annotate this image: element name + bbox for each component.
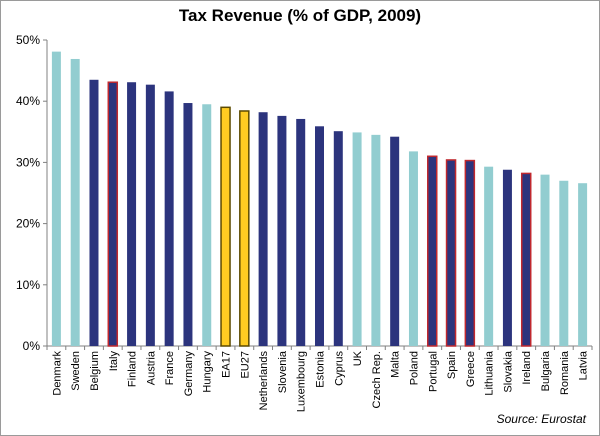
bar-czech-rep- — [371, 134, 381, 346]
y-tick-label: 30% — [16, 155, 40, 169]
bar-estonia — [315, 126, 324, 347]
bar-greece — [464, 159, 476, 347]
x-tick-label: Lithuania — [484, 350, 496, 396]
bar-latvia — [578, 183, 588, 346]
x-tick-label: Estonia — [315, 350, 327, 388]
x-tick-label: UK — [352, 350, 364, 366]
y-tick-label: 40% — [16, 94, 40, 108]
bar-spain — [445, 159, 457, 347]
x-tick-label: Cyprus — [333, 351, 345, 386]
x-tick-label: Portugal — [427, 351, 439, 392]
bar-eu27 — [239, 110, 250, 347]
bar-denmark — [51, 51, 61, 347]
bar-austria — [145, 84, 155, 347]
bar-malta — [390, 136, 400, 346]
x-tick-label: Ireland — [521, 351, 533, 385]
bar-france — [164, 91, 174, 347]
x-tick-label: Denmark — [51, 351, 63, 396]
x-tick-label: EA17 — [221, 351, 233, 378]
bar-hungary — [202, 104, 212, 346]
x-tick-label: Malta — [390, 350, 402, 378]
y-tick-label: 0% — [23, 339, 41, 353]
bar-germany — [183, 103, 193, 346]
bar-belgium — [89, 79, 99, 346]
x-tick-label: Greece — [465, 351, 477, 387]
bar-slovenia — [277, 115, 287, 346]
bar-lithuania — [484, 166, 494, 346]
bar-luxembourg — [296, 118, 306, 346]
bar-italy — [107, 81, 119, 347]
x-tick-label: EU27 — [239, 351, 251, 379]
x-tick-label: Netherlands — [258, 351, 270, 411]
x-tick-label: Bulgaria — [540, 350, 552, 391]
y-tick-label: 50% — [16, 33, 40, 47]
bar-ireland — [520, 172, 532, 347]
x-tick-label: Hungary — [202, 351, 214, 393]
bar-bulgaria — [540, 174, 550, 346]
bar-finland — [127, 82, 137, 346]
bar-uk — [352, 132, 362, 346]
x-tick-label: Spain — [446, 351, 458, 379]
y-tick-label: 20% — [16, 217, 40, 231]
bar-slovakia — [502, 169, 512, 346]
bar-romania — [559, 180, 569, 346]
x-tick-label: Slovakia — [502, 350, 514, 392]
y-tick-label: 10% — [16, 278, 40, 292]
x-tick-label: Sweden — [70, 351, 82, 391]
x-tick-label: Italy — [108, 351, 120, 372]
x-tick-label: France — [164, 351, 176, 385]
x-tick-label: Germany — [183, 351, 195, 397]
x-tick-label: Luxembourg — [296, 351, 308, 412]
x-tick-label: Poland — [408, 351, 420, 385]
x-tick-label: Austria — [145, 350, 157, 385]
x-tick-label: Romania — [559, 350, 571, 395]
bar-poland — [408, 151, 418, 346]
x-tick-label: Finland — [127, 351, 139, 387]
bar-cyprus — [333, 131, 343, 346]
bar-sweden — [70, 58, 80, 347]
bar-netherlands — [258, 112, 268, 346]
x-tick-label: Latvia — [578, 350, 590, 380]
x-tick-label: Belgium — [89, 351, 101, 391]
x-tick-label: Czech Rep. — [371, 351, 383, 408]
bar-portugal — [427, 155, 438, 347]
source-note: Source: Eurostat — [496, 412, 586, 426]
chart-title: Tax Revenue (% of GDP, 2009) — [178, 6, 422, 25]
bar-ea17 — [220, 106, 231, 347]
x-tick-label: Slovenia — [277, 350, 289, 393]
